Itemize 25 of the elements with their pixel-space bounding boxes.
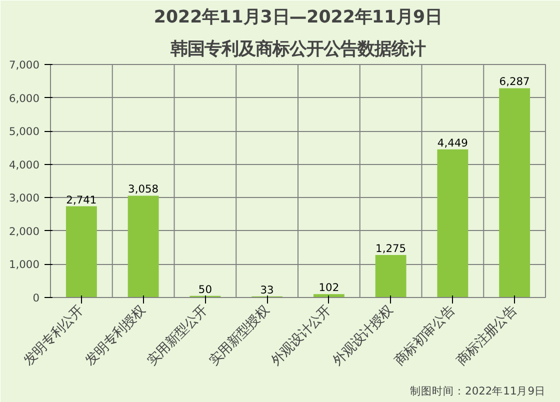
bar	[66, 206, 97, 298]
text: 制图时间：2022年11月9日	[410, 384, 546, 398]
data-label: 1,275	[376, 242, 406, 256]
bar	[499, 88, 530, 298]
bar	[375, 255, 406, 298]
y-tick-label: 5,000	[8, 125, 40, 138]
bar	[437, 149, 468, 298]
y-tick-label: 7,000	[8, 58, 40, 72]
data-label: 50	[198, 282, 212, 296]
y-tick-label: 2,000	[8, 224, 40, 238]
data-label: 2,741	[66, 193, 97, 206]
y-tick-label: 4,000	[8, 158, 40, 172]
x-tick-label: 发明专利公开	[20, 303, 87, 369]
bar	[128, 196, 159, 298]
y-tick-label: 3,000	[8, 192, 40, 205]
data-label: 3,058	[128, 182, 159, 196]
chart-title: 2022年11月3日—2022年11月9日	[154, 8, 442, 28]
data-label: 6,287	[499, 75, 530, 88]
y-tick-label: 1,000	[8, 258, 40, 272]
y-tick-label: 0	[32, 292, 40, 304]
data-label: 102	[318, 281, 340, 294]
data-label: 4,449	[437, 136, 468, 150]
data-label: 33	[260, 283, 274, 296]
y-tick-label: 6,000	[8, 92, 40, 105]
chart-subtitle: 韩国专利及商标公开公告数据统计	[170, 40, 426, 60]
